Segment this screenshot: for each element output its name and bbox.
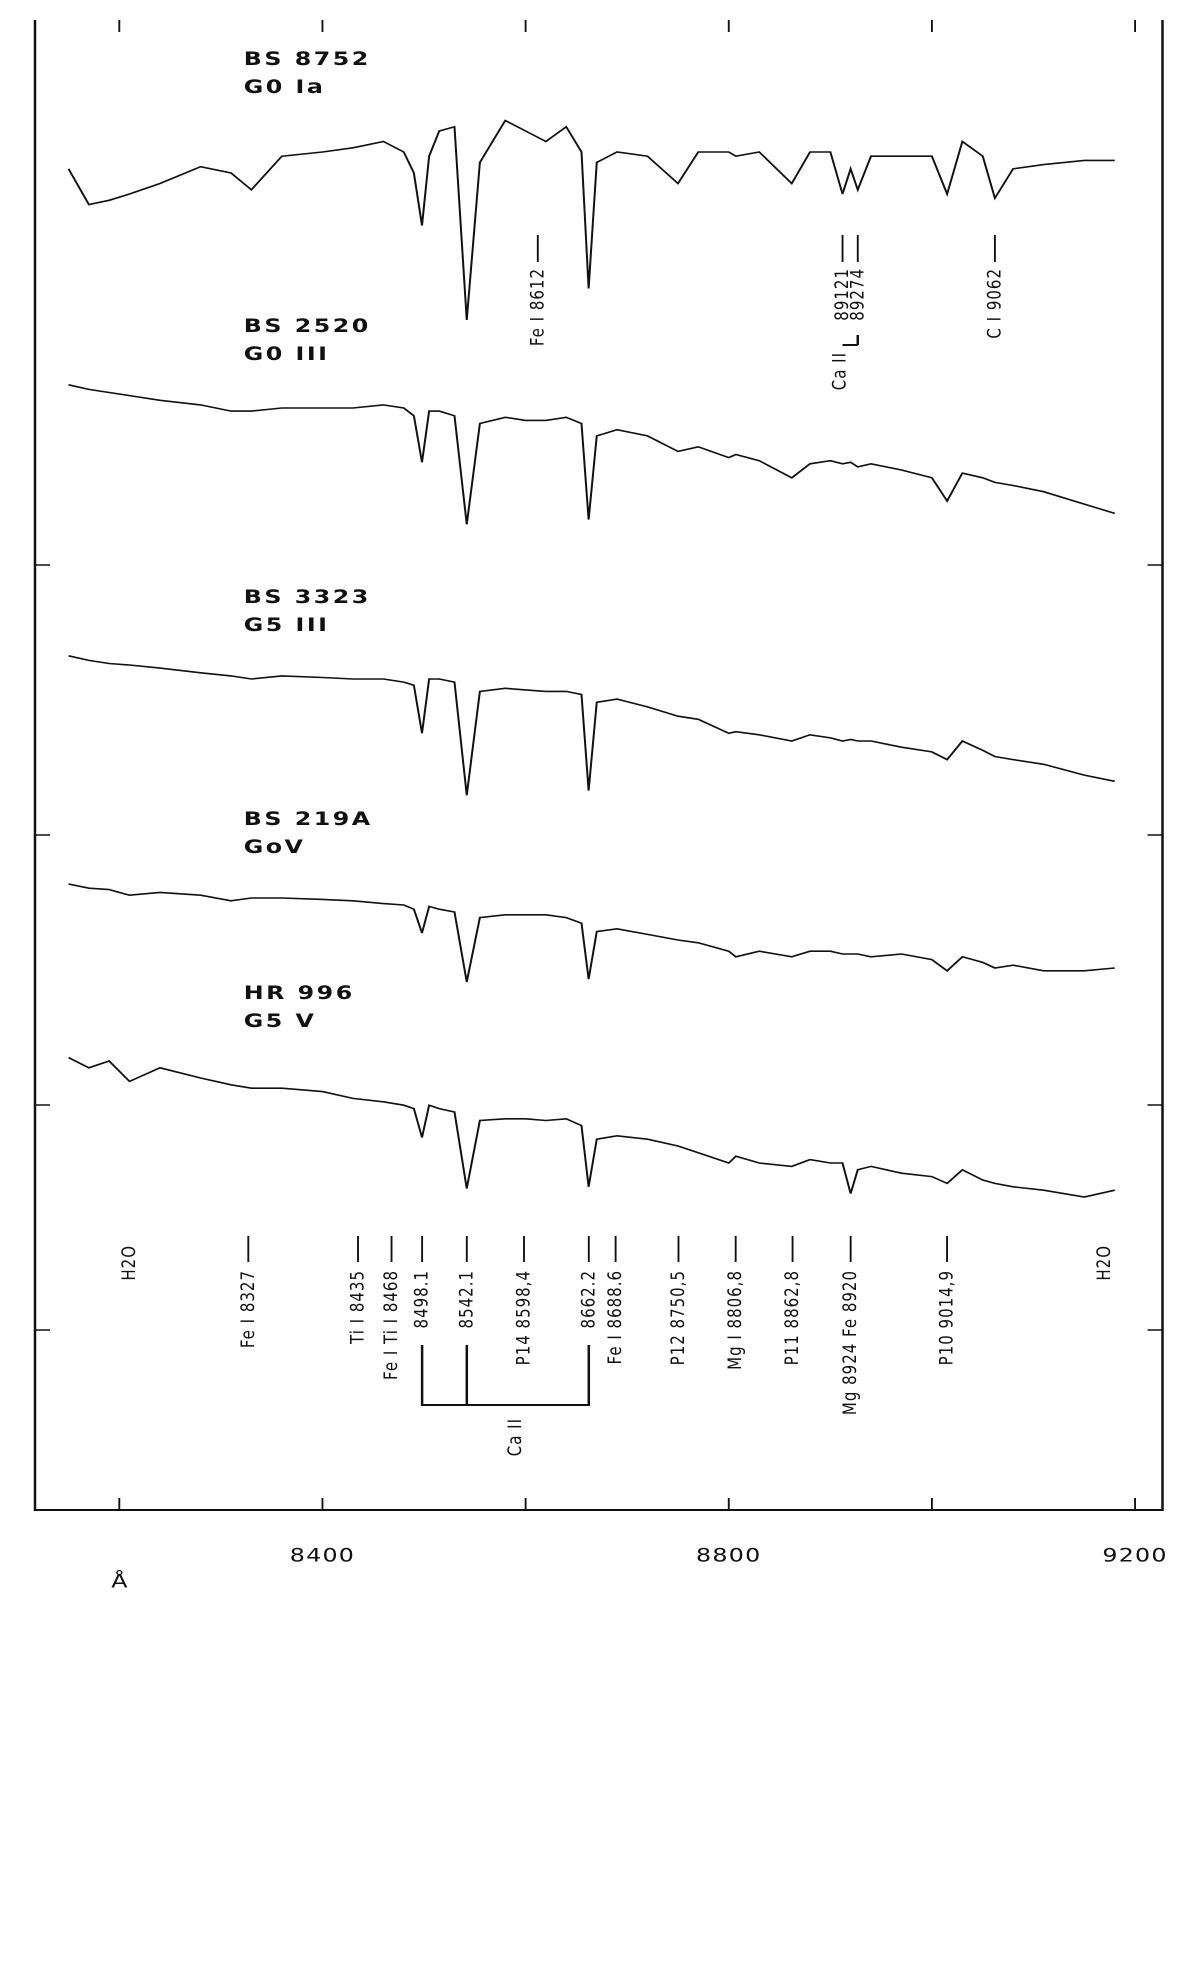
line-label: Fe I 8327 <box>237 1270 259 1348</box>
line-label: P12 8750,5 <box>667 1270 689 1365</box>
line-label: Mg I 8806,8 <box>725 1270 747 1370</box>
spectral-type: G0 III <box>244 343 330 365</box>
x-axis-label: Å <box>111 1569 128 1593</box>
star-name: BS 219A <box>244 808 373 830</box>
line-label: P14 8598,4 <box>513 1270 535 1365</box>
line-label: 8662.2 <box>578 1270 600 1328</box>
line-label: 89121 <box>831 268 853 321</box>
spectral-type: G5 V <box>244 1010 317 1032</box>
line-label: 8498.1 <box>411 1270 433 1328</box>
line-label: P10 9014,9 <box>936 1270 958 1365</box>
star-name: HR 996 <box>244 982 355 1004</box>
spectrum <box>68 655 1115 796</box>
bracket-label: Ca II <box>504 1418 526 1456</box>
line-label: Fe I 8612 <box>527 268 549 346</box>
band-label: H2O <box>1094 1245 1116 1281</box>
bracket <box>842 335 860 346</box>
bracket-label: Ca II <box>829 352 851 390</box>
spectral-type: GoV <box>244 836 306 858</box>
spectrum <box>67 119 1115 321</box>
line-label: P11 8862,8 <box>782 1270 804 1365</box>
x-tick-label: 9200 <box>1102 1545 1167 1567</box>
spectrum <box>68 384 1116 525</box>
line-label: Ti I 8435 <box>347 1270 369 1345</box>
spectrum <box>68 883 1115 983</box>
star-name: BS 8752 <box>244 48 371 70</box>
line-label: 8542.1 <box>456 1270 478 1328</box>
line-label: 89274 <box>847 268 869 321</box>
line-label: C I 9062 <box>984 268 1006 339</box>
spectral-type: G5 III <box>244 614 330 636</box>
line-label: Fe I 8688.6 <box>605 1270 627 1364</box>
x-tick-label: 8400 <box>290 1545 355 1567</box>
line-label: Fe I Ti I 8468 <box>380 1270 402 1380</box>
spectrum <box>67 1056 1116 1198</box>
band-label: H2O <box>118 1245 140 1281</box>
spectral-type: G0 Ia <box>244 76 326 98</box>
frame-ticks <box>35 564 1163 1331</box>
frame <box>33 20 1164 1511</box>
line-label: Mg 8924 Fe 8920 <box>840 1270 862 1415</box>
bracket <box>420 1345 591 1406</box>
star-name: BS 3323 <box>244 586 371 608</box>
x-tick-label: 8800 <box>696 1545 761 1567</box>
star-name: BS 2520 <box>244 315 371 337</box>
